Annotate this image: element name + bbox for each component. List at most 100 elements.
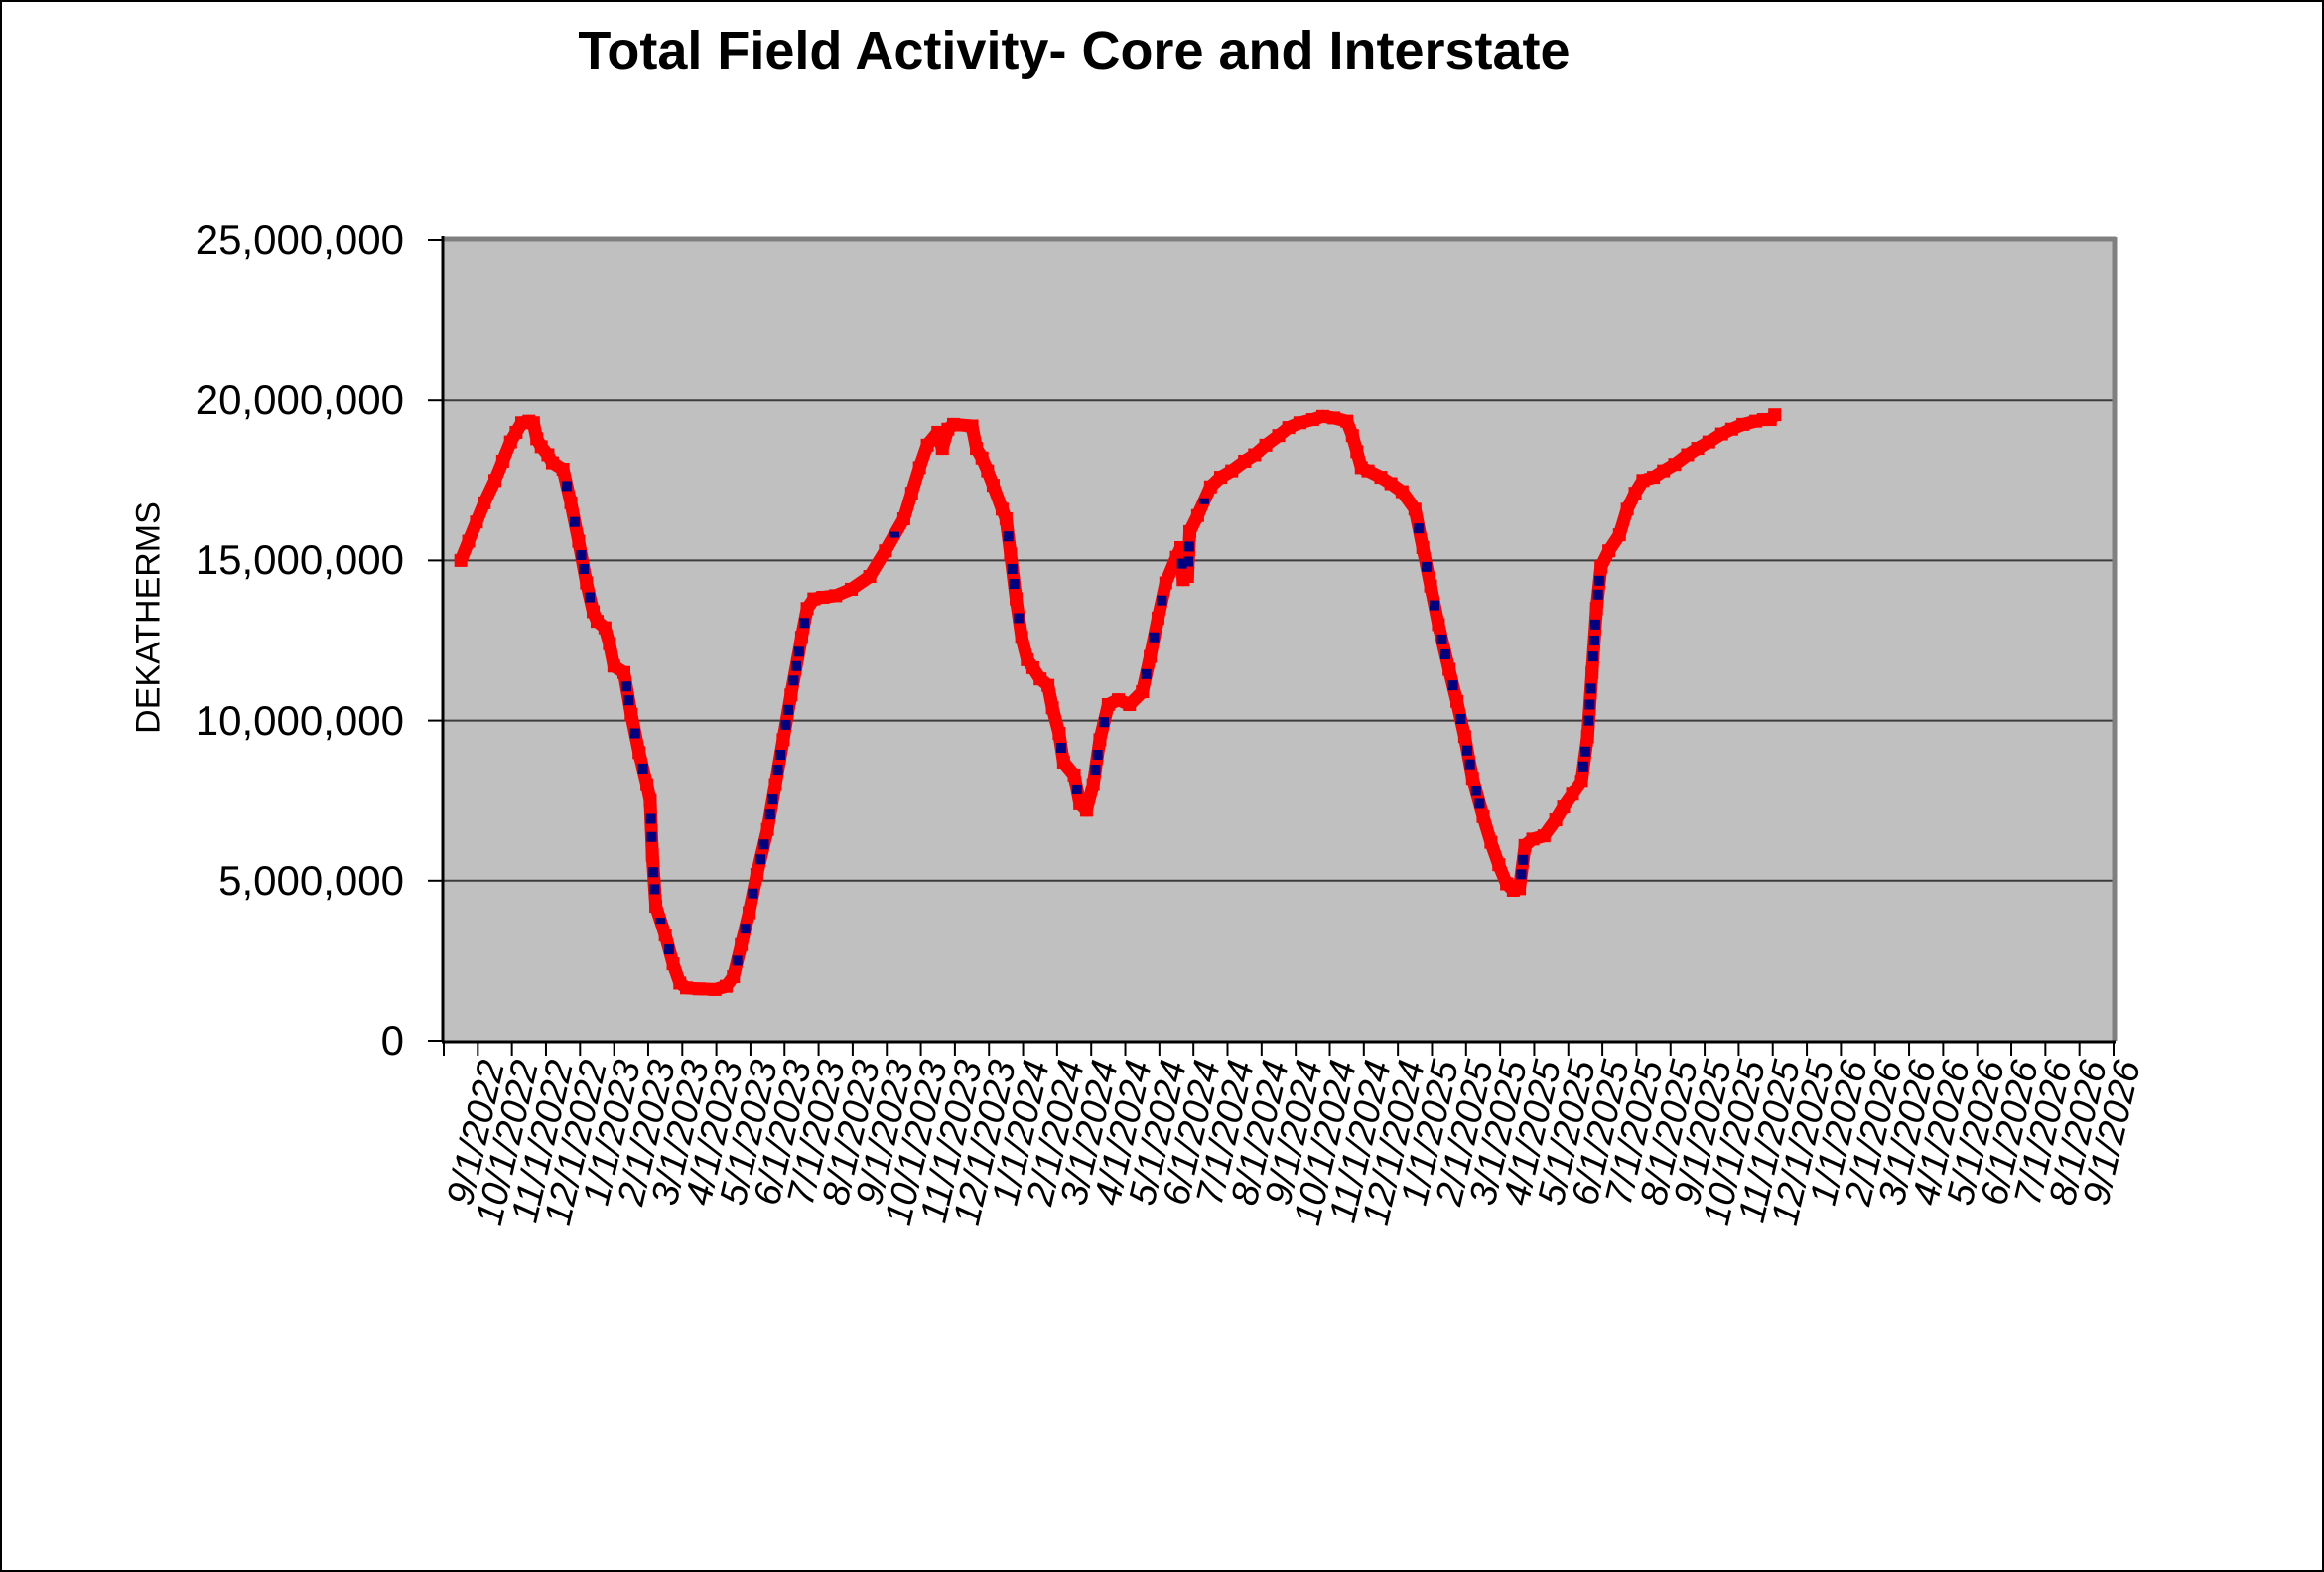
series-point: [1457, 730, 1471, 744]
series-point: [708, 982, 722, 996]
series-point: [1580, 730, 1594, 744]
series-marker: [576, 550, 587, 561]
series-marker: [1430, 600, 1440, 611]
series-marker: [1422, 561, 1433, 572]
series-point: [1416, 541, 1430, 555]
series-marker: [637, 763, 648, 774]
series-point: [1067, 768, 1081, 782]
series-marker: [1578, 761, 1589, 772]
series-marker: [1003, 531, 1014, 542]
series-point: [1594, 560, 1608, 574]
series-point: [1004, 547, 1018, 561]
series-point: [1151, 611, 1164, 625]
series-point: [1768, 408, 1782, 422]
series-point: [1144, 649, 1158, 663]
series-point: [658, 929, 672, 942]
series-point: [1384, 477, 1398, 491]
series-point: [1111, 693, 1125, 707]
series-marker: [1584, 699, 1595, 710]
series-marker: [648, 867, 659, 878]
series-point: [1345, 429, 1359, 443]
series-point: [946, 417, 960, 431]
series-point: [845, 582, 859, 596]
series-point: [572, 534, 586, 548]
series-point: [1086, 778, 1100, 791]
series-point: [743, 906, 756, 920]
series-point: [564, 496, 578, 509]
series-point: [580, 576, 594, 590]
y-tick-label: 15,000,000: [195, 536, 404, 584]
series-point: [1612, 528, 1626, 542]
series-marker: [1009, 579, 1020, 590]
series-point: [1736, 417, 1750, 431]
series-marker: [1099, 717, 1110, 728]
series-point: [1395, 485, 1409, 499]
series-point: [1272, 429, 1286, 443]
series-point: [727, 970, 741, 984]
series-point: [1724, 422, 1738, 436]
series-point: [603, 637, 616, 650]
series-point: [1408, 502, 1422, 516]
series-marker: [1447, 680, 1458, 691]
series-point: [632, 746, 646, 760]
series-point: [462, 534, 476, 548]
series-marker: [620, 681, 631, 692]
series-point: [1159, 576, 1172, 590]
series-marker: [1455, 713, 1466, 724]
series-point: [1374, 471, 1388, 485]
series-point: [896, 511, 910, 525]
series-point: [1052, 726, 1066, 740]
series-marker: [767, 794, 778, 805]
series-point: [776, 733, 790, 747]
series-point: [598, 621, 612, 635]
series-point: [645, 848, 659, 862]
series-point: [1093, 733, 1107, 747]
series-point: [487, 474, 501, 488]
series-marker: [1414, 523, 1425, 534]
series-point: [1691, 442, 1705, 456]
series-marker: [1092, 749, 1103, 760]
series-point: [1045, 701, 1059, 715]
series-marker: [791, 660, 802, 671]
series-point: [1225, 464, 1239, 478]
series-point: [1450, 694, 1464, 708]
series-marker: [1056, 743, 1067, 754]
series-marker: [732, 955, 743, 966]
series-point: [1476, 809, 1490, 823]
series-marker: [569, 516, 580, 527]
plot-area: [444, 240, 2114, 1041]
series-point: [1041, 678, 1055, 692]
series-point: [470, 515, 483, 529]
series-point: [1174, 541, 1188, 555]
series-point: [556, 463, 570, 477]
series-point: [545, 456, 559, 470]
series-marker: [1592, 589, 1603, 600]
series-point: [1424, 579, 1437, 593]
series-marker: [1474, 798, 1485, 809]
series-marker: [889, 531, 900, 538]
series-marker: [1141, 668, 1152, 679]
series-marker: [748, 888, 758, 899]
series-point: [794, 631, 808, 644]
series-point: [1537, 829, 1551, 843]
series-marker: [1462, 745, 1473, 756]
series-point: [1305, 413, 1319, 427]
series-marker: [1518, 854, 1529, 865]
series-marker: [1183, 541, 1194, 552]
series-marker: [1516, 869, 1527, 880]
series-point: [912, 461, 926, 475]
series-point: [829, 589, 843, 603]
series-marker: [1436, 634, 1447, 644]
series-point: [1549, 813, 1563, 827]
series-point: [965, 419, 979, 433]
series-point: [1315, 409, 1329, 423]
series-marker: [1014, 613, 1025, 624]
series-point: [1628, 487, 1642, 500]
series-point: [1327, 411, 1341, 425]
series-point: [1636, 474, 1650, 488]
series-marker: [1176, 558, 1187, 569]
series-marker: [793, 646, 804, 657]
series-point: [1702, 435, 1715, 449]
series-point: [935, 442, 949, 456]
